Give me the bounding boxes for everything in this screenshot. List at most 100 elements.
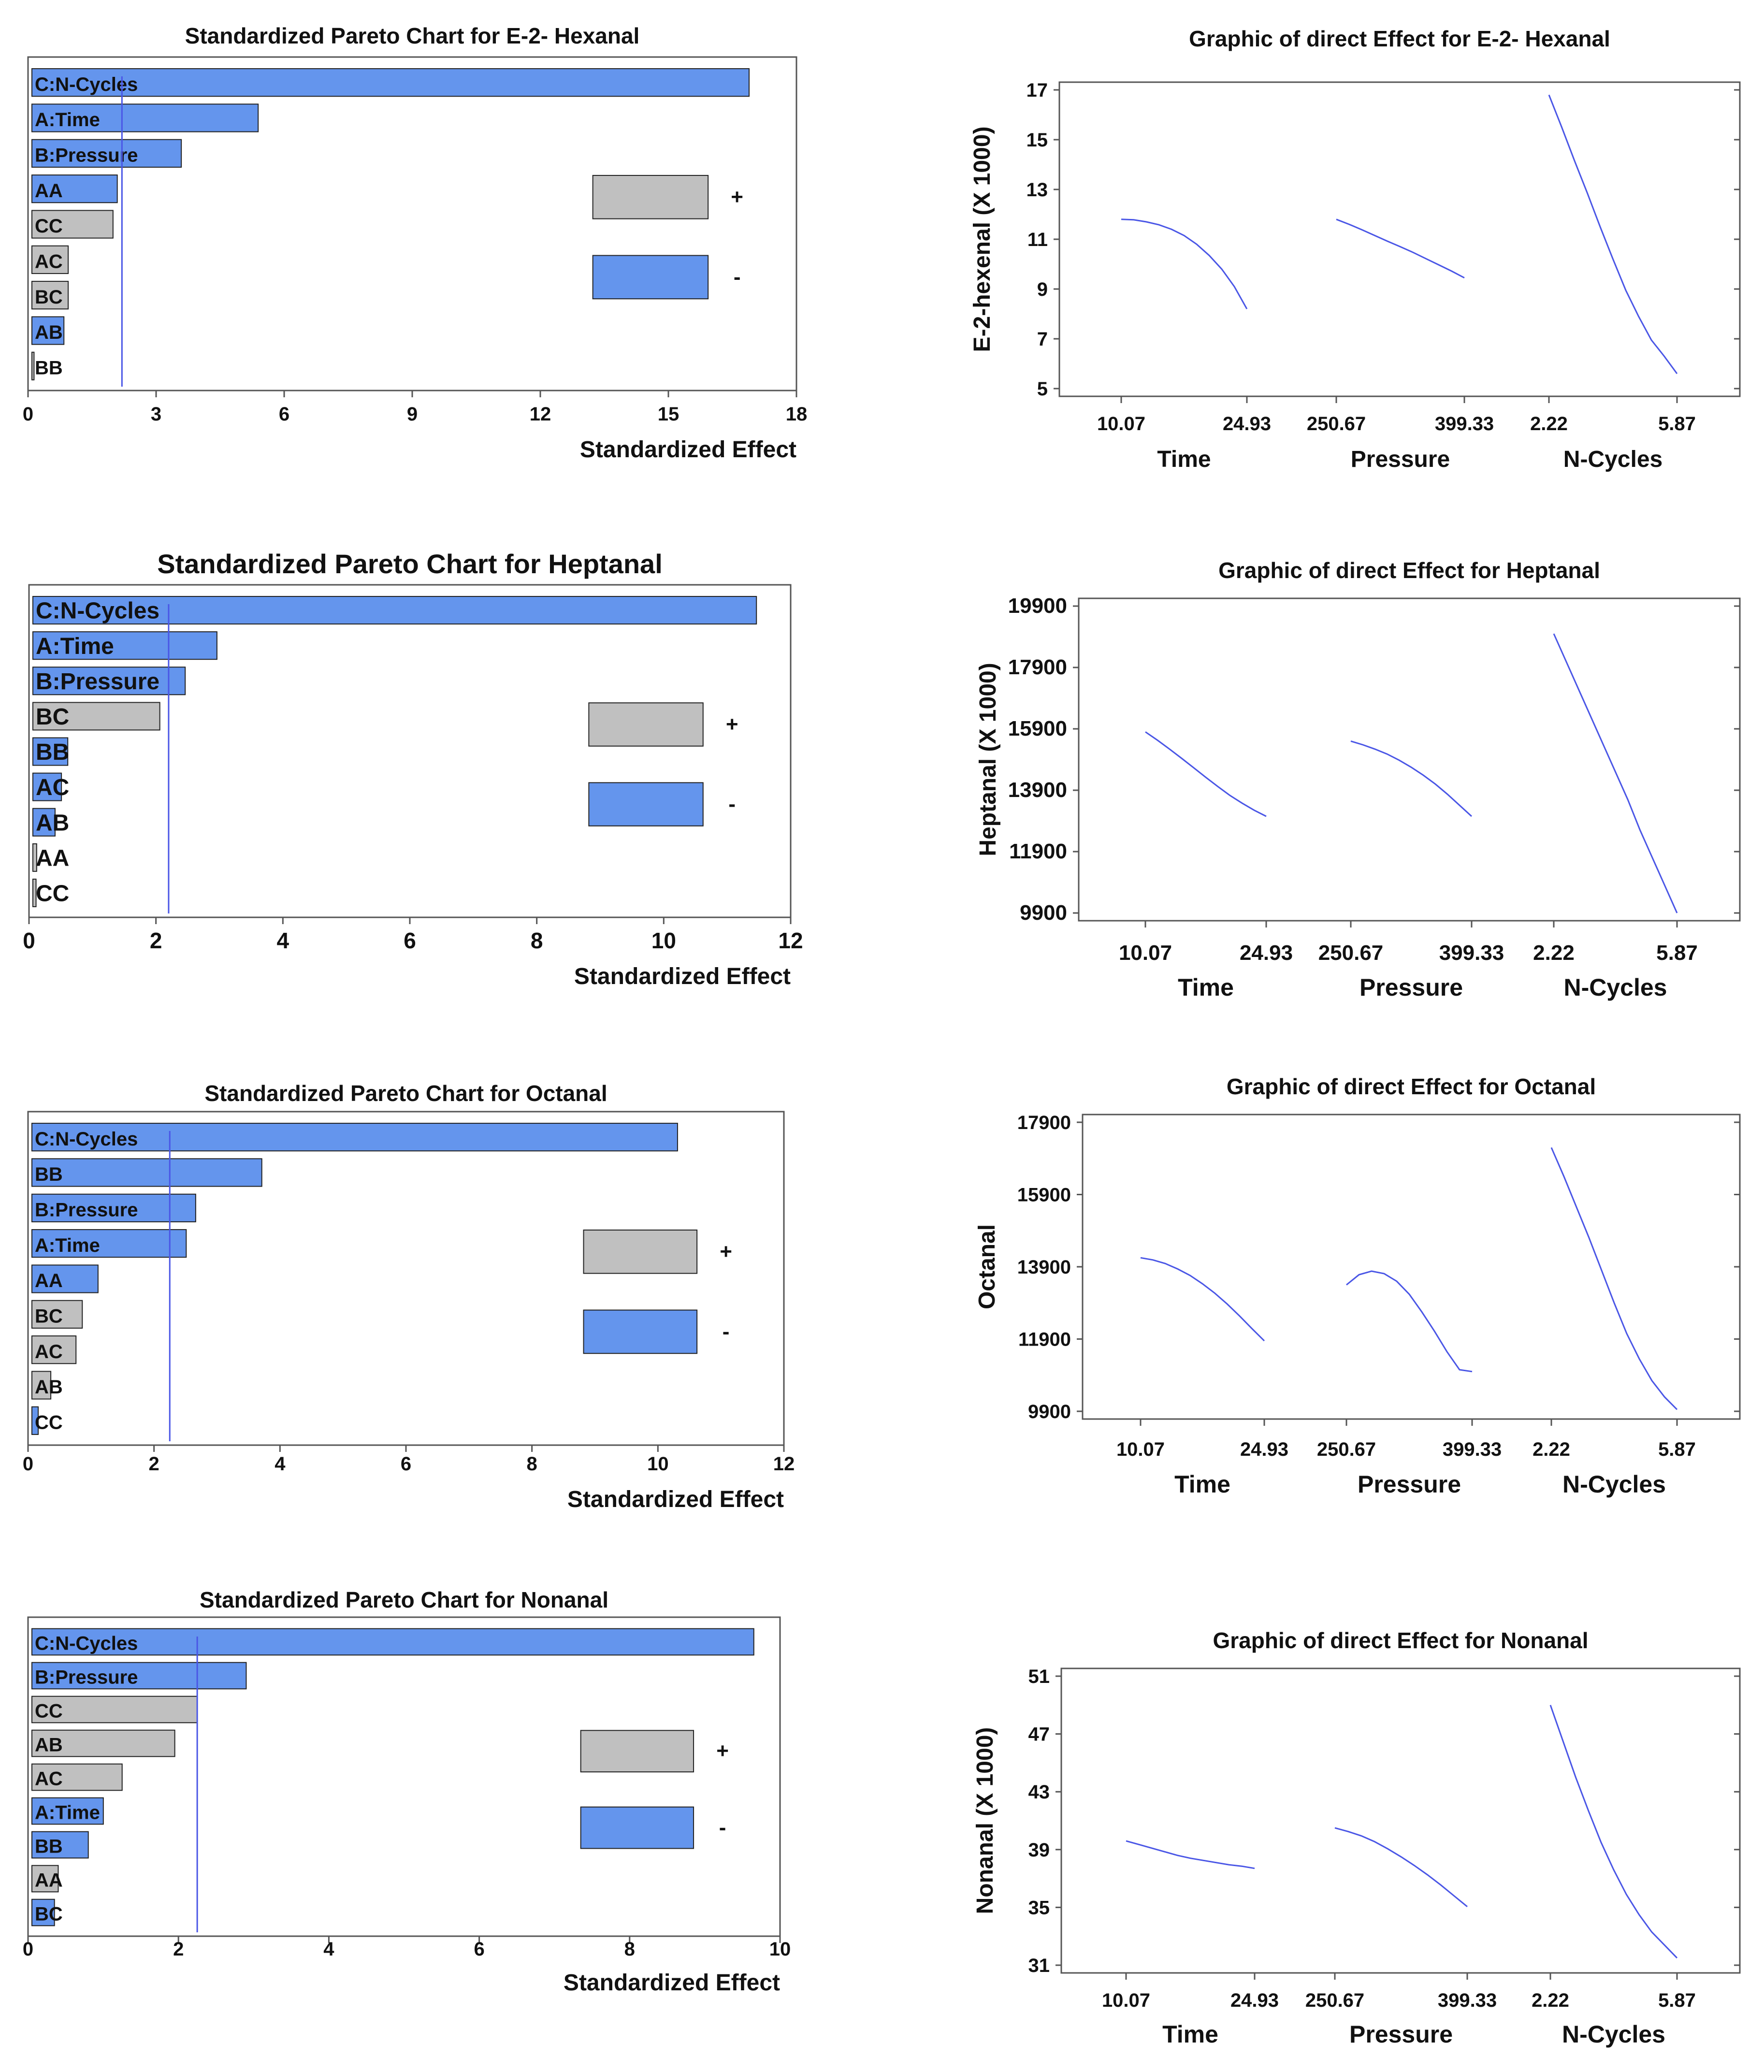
effect-chart-3: Graphic of direct Effect for Heptanal 990… xyxy=(975,558,1741,1001)
factor-name-label: Pressure xyxy=(1351,447,1450,472)
pareto-bar-label: B:Pressure xyxy=(35,145,138,166)
effect-line-n-cycles xyxy=(1553,633,1678,913)
y-tick-label: 11900 xyxy=(1009,840,1067,863)
y-tick-label: 13900 xyxy=(1008,778,1067,802)
pareto-bar xyxy=(32,878,37,907)
effect-line-pressure xyxy=(1350,740,1473,817)
y-tick-label: 7 xyxy=(1037,329,1048,350)
pareto-bar xyxy=(31,1662,247,1690)
effect-chart-7: Graphic of direct Effect for Nonanal 31 35… xyxy=(972,1628,1741,2048)
pareto-bar-label: C:N-Cycles xyxy=(35,74,138,95)
pareto-bar xyxy=(32,596,757,625)
pareto-bar xyxy=(32,843,37,872)
pareto-bar xyxy=(31,351,35,380)
factor-name-label: Pressure xyxy=(1359,974,1463,1001)
pareto-bar-label: AA xyxy=(35,1869,63,1891)
x-axis-label: Standardized Effect xyxy=(580,437,796,463)
pareto-chart-0: Standardized Pareto Chart for E-2- Hexan… xyxy=(23,23,807,463)
y-tick-label: 9 xyxy=(1037,279,1048,300)
pareto-bar-label: A:Time xyxy=(35,1235,100,1256)
y-axis-label: Heptanal (X 1000) xyxy=(975,663,1001,856)
y-tick-label: 5 xyxy=(1037,378,1048,400)
pareto-chart-4: Standardized Pareto Chart for Octanal C:N… xyxy=(23,1081,795,1512)
x-tick-label: 4 xyxy=(323,1939,334,1960)
legend-swatch-negative xyxy=(583,1309,698,1354)
pareto-bar xyxy=(31,245,69,274)
pareto-bar-label: B:Pressure xyxy=(36,669,159,695)
x-tick-label: 6 xyxy=(279,404,289,425)
factor-high-label: 399.33 xyxy=(1438,1990,1497,2011)
y-tick-label: 15900 xyxy=(1008,717,1067,740)
pareto-bar-label: BC xyxy=(35,1305,63,1327)
effect-line-n-cycles xyxy=(1550,1147,1678,1410)
legend-swatch-positive xyxy=(588,702,704,747)
pareto-bar xyxy=(31,281,69,310)
pareto-bar-label: BB xyxy=(35,1164,63,1185)
y-axis-label: E-2-hexenal (X 1000) xyxy=(969,127,995,352)
pareto-bar xyxy=(31,1264,99,1293)
pareto-bar xyxy=(31,1158,262,1187)
factor-high-label: 24.93 xyxy=(1223,413,1271,435)
x-tick-label: 0 xyxy=(23,1939,33,1960)
factor-name-label: Pressure xyxy=(1358,1471,1461,1498)
effect-line-pressure xyxy=(1334,1827,1468,1908)
factor-high-label: 5.87 xyxy=(1658,1439,1696,1460)
y-tick-label: 15900 xyxy=(1017,1185,1071,1206)
y-tick-label: 17900 xyxy=(1008,655,1067,679)
pareto-bar-label: C:N-Cycles xyxy=(35,1633,138,1654)
pareto-bar xyxy=(32,631,217,660)
factor-name-label: N-Cycles xyxy=(1562,1471,1666,1498)
factor-low-label: 250.67 xyxy=(1307,413,1366,435)
factor-low-label: 250.67 xyxy=(1318,941,1384,965)
pareto-bar xyxy=(31,1865,59,1893)
factor-name-label: N-Cycles xyxy=(1562,2021,1665,2048)
pareto-bar xyxy=(31,1831,89,1859)
y-tick-label: 13 xyxy=(1027,179,1048,201)
pareto-bar-label: AB xyxy=(36,810,69,836)
pareto-bar-label: AC xyxy=(35,1768,63,1789)
factor-name-label: Time xyxy=(1174,1471,1230,1498)
factor-low-label: 10.07 xyxy=(1116,1439,1165,1460)
plot-frame xyxy=(1058,81,1741,397)
chart-title: Standardized Pareto Chart for E-2- Hexan… xyxy=(185,23,640,48)
chart-title: Standardized Pareto Chart for Nonanal xyxy=(200,1587,608,1612)
factor-name-label: Time xyxy=(1157,447,1211,472)
factor-low-label: 250.67 xyxy=(1317,1439,1376,1460)
y-tick-label: 17 xyxy=(1027,80,1048,101)
x-tick-label: 10 xyxy=(769,1939,791,1960)
y-tick-label: 11 xyxy=(1027,229,1048,250)
pareto-bar xyxy=(31,1335,77,1364)
plot-frame xyxy=(1082,1114,1741,1420)
x-tick-label: 0 xyxy=(23,404,33,425)
pareto-bar xyxy=(31,1898,55,1927)
pareto-bar-label: AC xyxy=(35,251,63,272)
pareto-bar-label: AB xyxy=(35,1734,63,1755)
pareto-bar xyxy=(31,1371,52,1400)
x-tick-label: 10 xyxy=(647,1453,669,1475)
pareto-bar-label: CC xyxy=(35,1700,63,1722)
chart-title: Standardized Pareto Chart for Heptanal xyxy=(157,549,663,579)
pareto-bar xyxy=(31,1193,196,1222)
legend-swatch-positive xyxy=(583,1229,698,1274)
legend-label: + xyxy=(720,1240,732,1263)
x-tick-label: 3 xyxy=(151,404,161,425)
factor-high-label: 399.33 xyxy=(1443,1439,1502,1460)
x-tick-label: 8 xyxy=(531,928,543,953)
factor-low-label: 2.22 xyxy=(1532,1990,1569,2011)
x-tick-label: 12 xyxy=(530,404,551,425)
x-tick-label: 0 xyxy=(23,928,35,953)
x-axis-label: Standardized Effect xyxy=(567,1487,784,1512)
pareto-bar-label: A:Time xyxy=(35,109,100,130)
factor-high-label: 5.87 xyxy=(1658,413,1696,435)
x-axis-label: Standardized Effect xyxy=(574,964,791,989)
effect-line-time xyxy=(1145,731,1267,817)
x-tick-label: 12 xyxy=(773,1453,795,1475)
factor-high-label: 5.87 xyxy=(1656,941,1698,965)
effect-chart-1: Graphic of direct Effect for E-2- Hexana… xyxy=(969,26,1741,472)
pareto-bar-label: BB xyxy=(36,739,69,765)
x-tick-label: 8 xyxy=(624,1939,635,1960)
pareto-bar-label: BC xyxy=(35,287,63,308)
x-tick-label: 15 xyxy=(658,404,680,425)
pareto-bar-label: C:N-Cycles xyxy=(35,1129,138,1150)
effect-line-time xyxy=(1121,218,1248,309)
